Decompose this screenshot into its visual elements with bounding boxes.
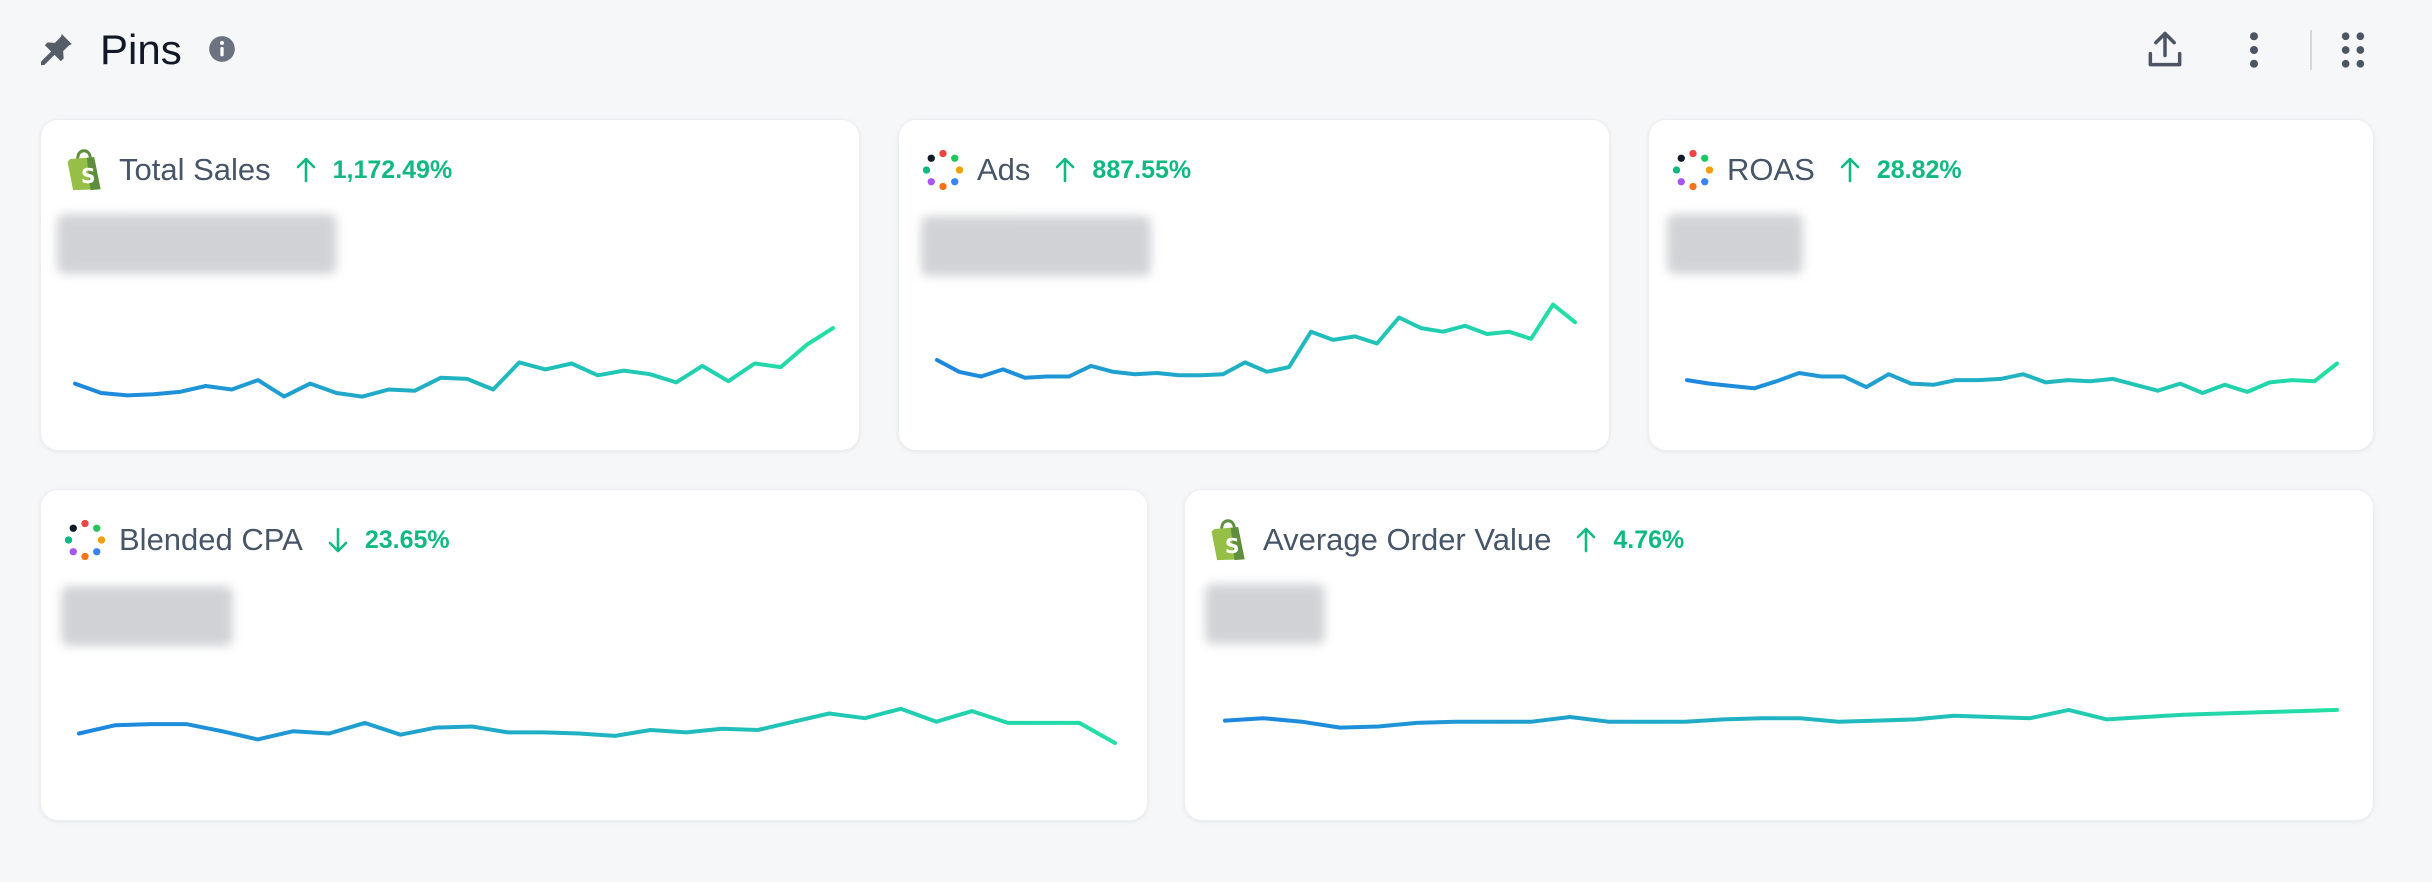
card-header: Ads 887.55% xyxy=(921,146,1191,194)
delta-value: 887.55% xyxy=(1092,155,1192,184)
arrow-down-icon xyxy=(328,527,348,553)
metric-name: Average Order Value xyxy=(1263,522,1552,557)
metric-name: Ads xyxy=(977,152,1031,187)
sparkline xyxy=(1223,707,2339,730)
card-header: Blended CPA 23.65% xyxy=(63,516,450,564)
sparkline xyxy=(73,326,835,399)
arrow-up-icon xyxy=(296,157,315,183)
pin-card-total-sales[interactable]: S Total Sales 1,172.49% xyxy=(40,119,860,451)
delta-badge: 23.65% xyxy=(327,526,450,555)
share-button[interactable] xyxy=(2141,26,2189,74)
delta-value: 28.82% xyxy=(1876,155,1962,184)
info-icon[interactable] xyxy=(208,35,236,63)
shopify-bag-icon: S xyxy=(67,149,101,191)
card-header: S Total Sales 1,172.49% xyxy=(63,146,452,194)
dots-circle-icon xyxy=(1672,149,1714,191)
card-header: ROAS 28.82% xyxy=(1671,146,1962,194)
sparkline xyxy=(1685,361,2339,395)
pin-card-roas[interactable]: ROAS 28.82% xyxy=(1648,119,2374,451)
sparkline-series xyxy=(77,706,1117,745)
svg-text:S: S xyxy=(1225,534,1240,558)
delta-badge: 887.55% xyxy=(1054,156,1191,185)
sparkline-series xyxy=(935,302,1577,380)
page-title: Pins xyxy=(100,26,182,73)
more-vertical-icon xyxy=(2249,32,2259,68)
metric-value-redacted xyxy=(57,214,337,274)
pin-card-ads[interactable]: Ads 887.55% xyxy=(898,119,1610,451)
sparkline-series xyxy=(1223,707,2339,730)
metric-name: Blended CPA xyxy=(119,522,303,557)
arrow-up-icon xyxy=(1056,157,1075,183)
grid-apps-icon xyxy=(2341,32,2365,68)
delta-value: 4.76% xyxy=(1613,525,1685,554)
dots-circle-icon xyxy=(64,519,106,561)
arrow-up-icon xyxy=(1577,527,1596,553)
delta-badge: 1,172.49% xyxy=(295,155,453,185)
card-header: S Average Order Value 4.76% xyxy=(1207,516,1684,564)
svg-text:S: S xyxy=(81,164,96,188)
share-upload-icon xyxy=(2148,31,2182,67)
sparkline-series xyxy=(73,326,835,399)
delta-value: 1,172.49% xyxy=(332,155,453,184)
header-divider xyxy=(2310,30,2312,70)
metric-value-redacted xyxy=(61,586,233,646)
apps-button[interactable] xyxy=(2329,26,2377,74)
more-options-button[interactable] xyxy=(2230,26,2278,74)
dots-circle-icon xyxy=(922,149,964,191)
metric-name: ROAS xyxy=(1727,152,1815,187)
metric-value-redacted xyxy=(1667,214,1803,274)
sparkline xyxy=(935,302,1577,380)
delta-badge: 28.82% xyxy=(1839,156,1962,185)
shopify-bag-icon: S xyxy=(1211,519,1245,561)
arrow-up-icon xyxy=(1840,157,1860,183)
delta-badge: 4.76% xyxy=(1575,526,1684,555)
pin-card-average-order-value[interactable]: S Average Order Value 4.76% xyxy=(1184,489,2374,821)
metric-value-redacted xyxy=(921,216,1151,276)
sparkline xyxy=(77,706,1117,745)
delta-value: 23.65% xyxy=(364,525,450,554)
metric-name: Total Sales xyxy=(119,152,271,187)
pin-icon xyxy=(41,34,72,65)
header: Pins xyxy=(0,0,2432,100)
pin-card-blended-cpa[interactable]: Blended CPA 23.65% xyxy=(40,489,1148,821)
metric-value-redacted xyxy=(1205,584,1325,644)
sparkline-series xyxy=(1685,361,2339,395)
